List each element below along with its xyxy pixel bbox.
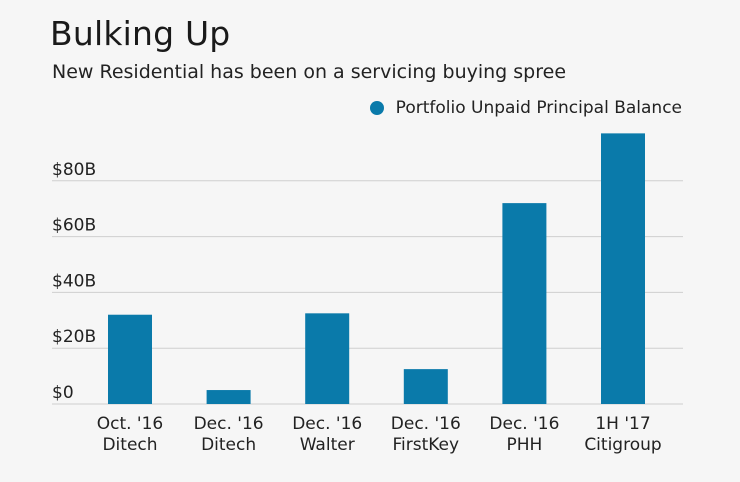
x-tick-label: 1H '17 xyxy=(595,414,650,434)
legend: Portfolio Unpaid Principal Balance xyxy=(369,98,682,118)
bar xyxy=(403,369,448,404)
y-tick-label: $60B xyxy=(52,216,96,236)
x-tick-label: Citigroup xyxy=(584,435,661,455)
legend-label: Portfolio Unpaid Principal Balance xyxy=(395,98,682,118)
x-tick-label: FirstKey xyxy=(392,435,459,455)
x-tick-label: Dec. '16 xyxy=(489,414,559,434)
x-tick-label: Ditech xyxy=(102,435,157,455)
bars xyxy=(108,133,645,404)
x-tick-label: PHH xyxy=(506,435,542,455)
x-tick-label: Oct. '16 xyxy=(97,414,164,434)
bar xyxy=(502,203,547,404)
chart-title: Bulking Up xyxy=(50,14,231,53)
x-tick-label: Dec. '16 xyxy=(194,414,264,434)
x-tick-label: Walter xyxy=(300,435,355,455)
chart-subtitle: New Residential has been on a servicing … xyxy=(52,61,567,83)
bar xyxy=(108,314,152,404)
y-axis-ticks: $0 $20B $40B $60B $80B xyxy=(52,160,96,403)
legend-swatch xyxy=(369,101,384,115)
x-tick-label: Ditech xyxy=(201,435,256,455)
x-tick-label: Dec. '16 xyxy=(292,414,362,434)
bar xyxy=(305,313,350,404)
y-tick-label: $80B xyxy=(52,160,96,180)
gridlines xyxy=(52,180,683,405)
bar xyxy=(206,390,251,404)
y-tick-label: $0 xyxy=(52,383,74,403)
y-tick-label: $40B xyxy=(52,271,96,291)
bar xyxy=(601,133,645,404)
y-tick-label: $20B xyxy=(52,327,96,347)
x-tick-label: Dec. '16 xyxy=(391,414,461,434)
